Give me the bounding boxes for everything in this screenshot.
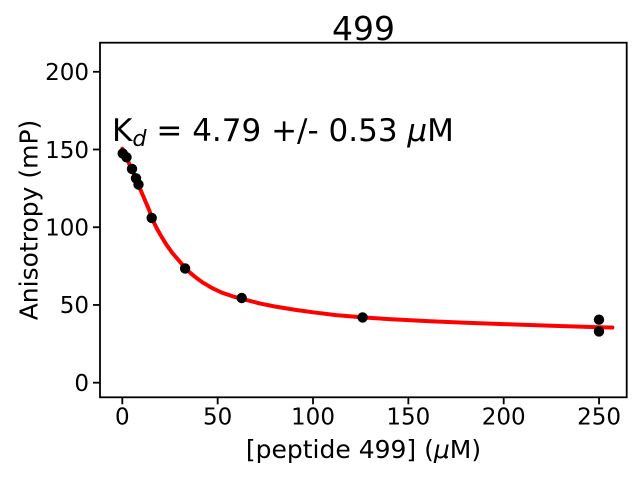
data-point: [133, 179, 144, 190]
kd-annotation-value: = 4.79 +/- 0.53: [146, 113, 408, 149]
data-point: [121, 152, 132, 163]
data-point: [179, 263, 191, 274]
x-tick-label: 200: [482, 404, 526, 430]
y-axis-label: Anisotropy (mP): [14, 119, 44, 321]
plot-border: [99, 41, 628, 399]
x-tick-label: 50: [203, 404, 232, 430]
data-point: [357, 312, 368, 323]
kd-annotation-subscript: d: [132, 125, 147, 152]
x-axis-label-unit: M): [449, 435, 482, 464]
x-tick-label: 0: [115, 404, 130, 430]
chart-title: 499: [332, 9, 395, 48]
y-tick-label: 100: [45, 216, 89, 242]
x-axis-label-mu: μ: [433, 435, 450, 464]
x-tick-label: 100: [291, 404, 335, 430]
x-axis-label-text: [peptide 499] (: [245, 435, 434, 464]
data-point: [236, 292, 247, 304]
data-point: [593, 314, 605, 325]
y-tick-label: 200: [45, 60, 89, 86]
data-point: [593, 326, 605, 337]
kd-annotation: Kd = 4.79 +/- 0.53 μM: [112, 116, 454, 155]
data-point: [146, 212, 157, 224]
data-point: [126, 163, 138, 175]
y-tick-label: 50: [60, 293, 89, 319]
fit-curve: [120, 146, 615, 330]
kd-annotation-mu: μ: [407, 113, 428, 149]
x-axis-label: [peptide 499] (μM): [100, 437, 627, 462]
x-tick-label: 150: [386, 404, 430, 430]
kd-annotation-prefix: K: [112, 113, 133, 149]
y-tick-label: 0: [74, 371, 89, 397]
x-tick-label: 250: [577, 404, 621, 430]
kd-annotation-unit: M: [427, 113, 454, 149]
y-tick-label: 150: [45, 138, 89, 164]
